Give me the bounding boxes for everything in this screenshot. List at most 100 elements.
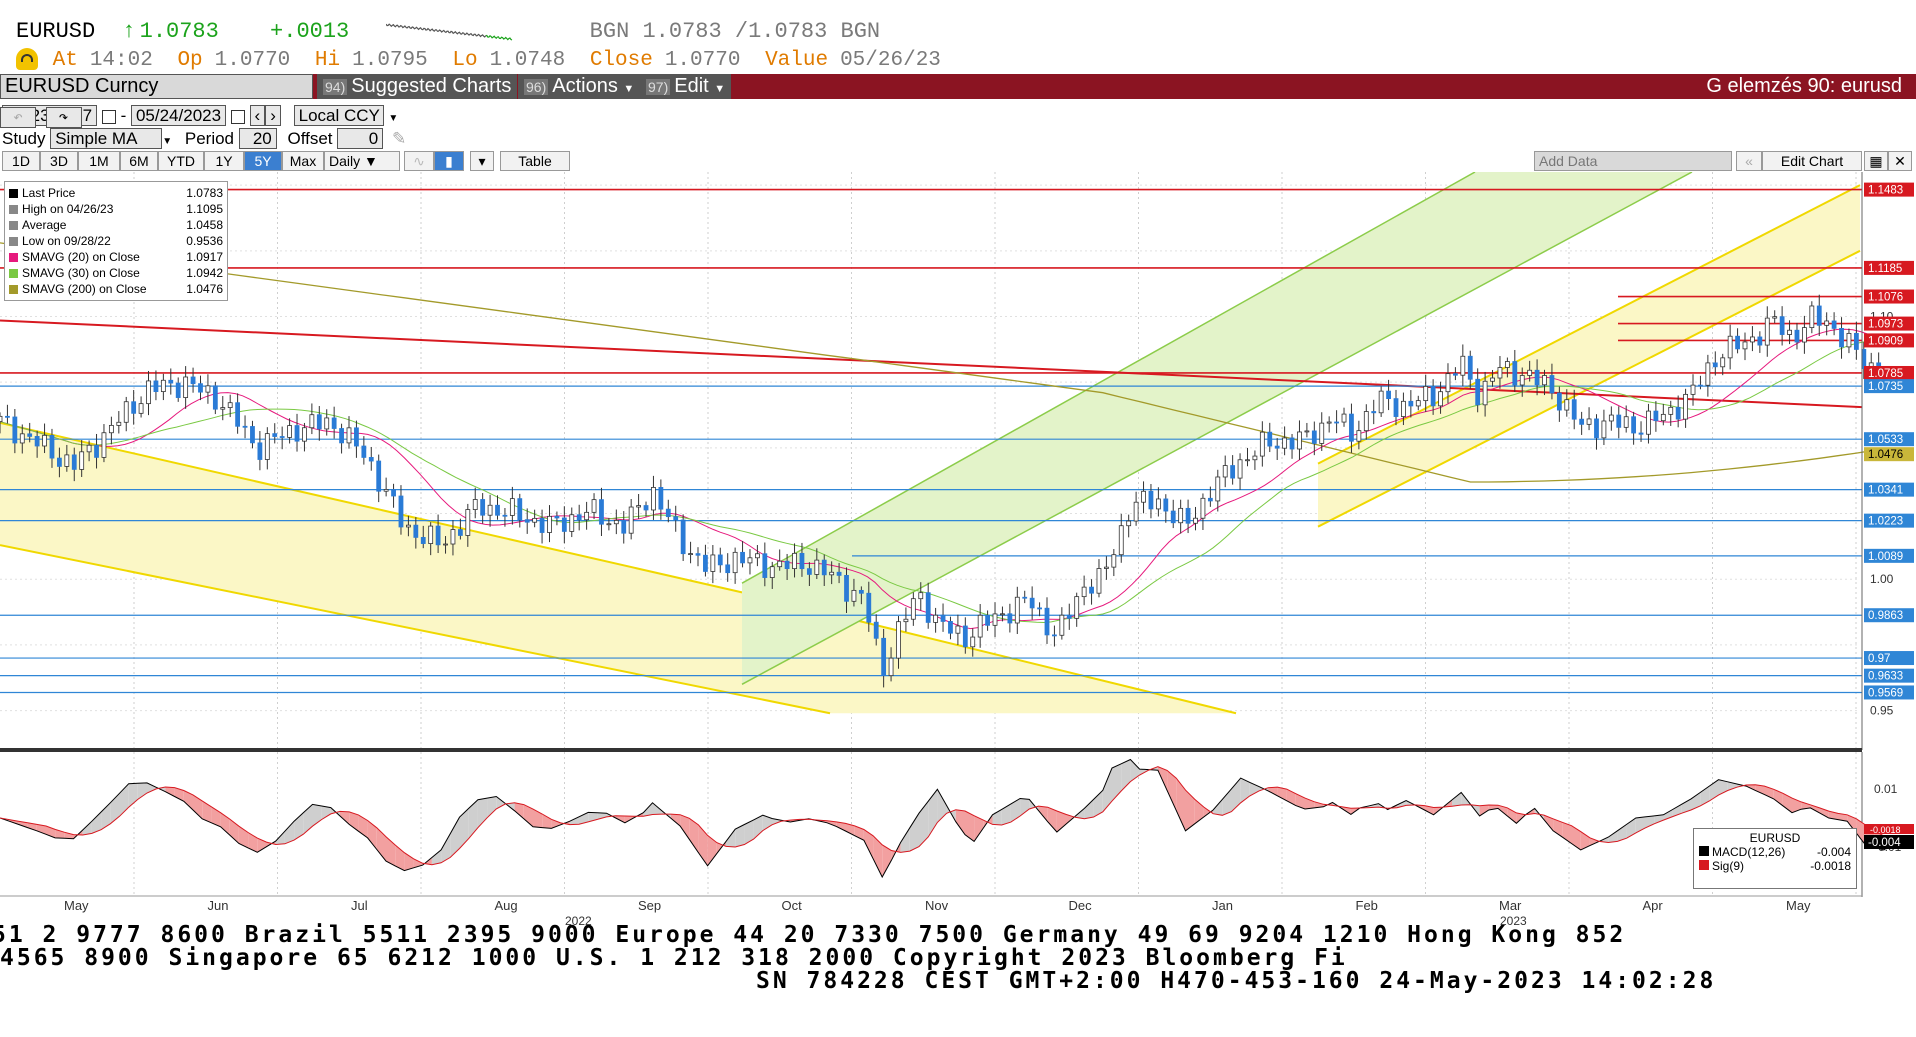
macd-fill (1240, 778, 1250, 803)
square-icon (1699, 860, 1709, 870)
candle-chart-icon[interactable]: ▮ (434, 151, 464, 171)
security-input[interactable]: EURUSD Curncy (0, 74, 313, 99)
candle-body (1252, 455, 1258, 461)
signal-last-label: -0.0018 (1870, 825, 1901, 835)
candle-body (636, 505, 641, 508)
macd-fill (523, 804, 533, 827)
macd-chart[interactable]: 0.01-0.01-0.004-0.0018MayJunJulAugSepOct… (0, 752, 1916, 932)
candle-body (1504, 361, 1510, 368)
candle-body (168, 379, 174, 384)
candle-body (1022, 596, 1028, 599)
legend-swatch-icon (9, 204, 18, 214)
actions-menu[interactable]: 96) Actions ▼ (518, 74, 641, 99)
price-level-tag (1864, 608, 1914, 623)
undo-icon[interactable]: ↶ (0, 107, 36, 128)
macd-fill (1782, 793, 1792, 813)
candle-body (465, 509, 471, 536)
macd-fill (992, 809, 1002, 825)
range-5y[interactable]: 5Y (244, 151, 282, 171)
candle-body (1104, 566, 1109, 569)
add-data-input[interactable]: Add Data (1534, 151, 1732, 171)
next-period-button[interactable]: › (265, 105, 281, 126)
candle-body (1052, 634, 1057, 637)
candle-body (368, 457, 374, 462)
candle-body (539, 517, 545, 533)
macd-fill (229, 819, 239, 844)
candle-body (1571, 399, 1577, 420)
candle-body (264, 433, 270, 460)
range-max[interactable]: Max (282, 151, 324, 171)
candle-body (717, 554, 723, 566)
macd-fill (900, 827, 910, 853)
range-1y[interactable]: 1Y (204, 151, 244, 171)
redo-icon[interactable]: ↷ (45, 107, 82, 128)
macd-fill (220, 812, 230, 836)
period-input[interactable]: 20 (238, 128, 277, 149)
year-label: 2022 (565, 914, 592, 928)
range-1d[interactable]: 1D (2, 151, 40, 171)
calendar-icon[interactable] (101, 109, 116, 124)
collapse-icon[interactable]: « (1736, 151, 1762, 171)
signal-label: Sig(9) (1712, 859, 1745, 873)
ticker-tape-line-2: 4565 8900 Singapore 65 6212 1000 U.S. 1 … (0, 945, 1348, 971)
candle-body (1564, 399, 1570, 411)
chart-settings-icon[interactable]: ▦ (1864, 151, 1888, 171)
candle-body (695, 553, 701, 556)
price-level-label: 0.9863 (1868, 610, 1903, 622)
offset-input[interactable]: 0 (337, 128, 384, 149)
range-ytd[interactable]: YTD (158, 151, 204, 171)
open-label: Op (177, 48, 203, 72)
candle-body (992, 613, 998, 626)
calendar-icon[interactable] (230, 109, 245, 124)
edit-menu[interactable]: 97) Edit ▼ (640, 74, 732, 99)
edit-chart-button[interactable]: Edit Chart (1762, 151, 1862, 171)
price-chart[interactable]: 1.101.000.951.14831.11851.10761.09731.09… (0, 172, 1916, 752)
end-date-input[interactable]: 05/24/2023 (130, 105, 227, 126)
macd-fill (1167, 770, 1177, 811)
candle-body (42, 434, 47, 447)
suggested-charts-button[interactable]: 94) Suggested Charts (317, 74, 518, 99)
candle-body (1178, 507, 1184, 524)
price-axis: 1.101.000.951.14831.11851.10761.09731.09… (1861, 172, 1914, 750)
candle-body (1594, 418, 1599, 439)
chevron-down-icon[interactable]: ▼ (162, 136, 173, 147)
table-button[interactable]: Table (500, 151, 570, 171)
close-icon[interactable]: ✕ (1888, 151, 1912, 171)
candle-body (1430, 386, 1436, 407)
macd-fill (1773, 789, 1783, 806)
candle-body (703, 554, 708, 572)
macd-fill (1617, 824, 1627, 842)
candle-body (1690, 384, 1696, 395)
candle-body (495, 504, 500, 516)
macd-fill (1314, 801, 1324, 808)
channel-line (741, 172, 1476, 584)
channel-line (741, 172, 1693, 685)
macd-legend: EURUSD MACD(12,26) -0.004 Sig(9) -0.0018 (1693, 828, 1857, 889)
chevron-down-icon[interactable]: ▼ (388, 113, 399, 124)
legend-label: Last Price (22, 186, 76, 200)
candle-body (747, 557, 753, 564)
legend-label: SMAVG (30) on Close (22, 266, 140, 280)
candle-body (1475, 378, 1481, 406)
chevron-down-icon[interactable]: ▾ (470, 151, 494, 171)
range-3d[interactable]: 3D (40, 151, 78, 171)
candle-body (940, 614, 946, 622)
currency-select[interactable]: Local CCY (293, 105, 384, 126)
study-select[interactable]: Simple MA (50, 128, 163, 149)
value-date: 05/26/23 (840, 48, 941, 72)
macd-line (0, 758, 1894, 879)
macd-fill (64, 832, 74, 839)
candle-body (1527, 369, 1533, 376)
legend-value: 1.0783 (186, 186, 223, 200)
range-6m[interactable]: 6M (120, 151, 158, 171)
frequency-select[interactable]: Daily ▼ (324, 151, 400, 171)
macd-fill (1681, 798, 1691, 814)
macd-fill (726, 829, 736, 847)
candle-body (873, 621, 879, 639)
prev-period-button[interactable]: ‹ (249, 105, 266, 126)
line-chart-icon[interactable]: ∿ (404, 151, 434, 171)
pencil-icon[interactable]: ✎ (391, 129, 407, 148)
range-1m[interactable]: 1M (78, 151, 120, 171)
at-value: 14:02 (89, 48, 153, 72)
macd-fill (863, 829, 874, 859)
